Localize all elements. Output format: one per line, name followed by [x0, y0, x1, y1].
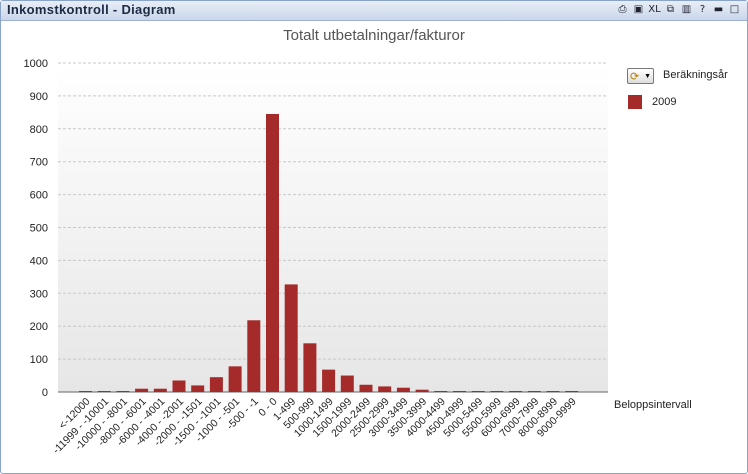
bar [79, 391, 92, 393]
y-tick-label: 500 [30, 223, 48, 235]
bar [490, 391, 504, 393]
bar [228, 366, 242, 392]
copy-icon[interactable]: ⧉ [666, 4, 675, 15]
window-titlebar[interactable]: Inkomstkontroll - Diagram ⎙ ▣ XL ⧉ ▥ ? ▬… [1, 1, 747, 21]
bar [415, 389, 429, 392]
y-tick-label: 1000 [24, 58, 48, 70]
bar [396, 387, 410, 392]
clipboard-icon[interactable]: ▣ [633, 4, 644, 15]
legend-swatch [628, 95, 642, 109]
bar [322, 369, 336, 392]
window-title: Inkomstkontroll - Diagram [7, 2, 176, 17]
chart-title: Totalt utbetalningar/fakturor [283, 27, 465, 44]
bar [509, 391, 523, 393]
bar [153, 388, 167, 392]
bar [266, 113, 279, 393]
y-tick-label: 0 [42, 387, 48, 399]
chevron-down-icon: ▼ [644, 73, 651, 80]
legend-item-label[interactable]: 2009 [652, 96, 677, 108]
bar [434, 391, 448, 393]
excel-icon[interactable]: XL [648, 4, 661, 15]
maximize-icon[interactable]: □ [729, 4, 740, 15]
bar [247, 320, 261, 392]
chart-type-icon[interactable]: ▥ [681, 4, 692, 15]
bar [284, 284, 298, 392]
y-tick-label: 200 [30, 321, 48, 333]
help-icon[interactable]: ? [699, 4, 706, 15]
print-icon[interactable]: ⎙ [618, 4, 627, 15]
legend-title: Beräkningsår [663, 69, 728, 81]
bar [135, 388, 149, 392]
bar [303, 343, 317, 392]
y-tick-label: 300 [30, 288, 48, 300]
y-tick-label: 900 [30, 91, 48, 103]
bar [527, 391, 541, 393]
bar [172, 380, 186, 392]
minimize-icon[interactable]: ▬ [713, 4, 724, 15]
bar [97, 391, 111, 393]
y-tick-label: 700 [30, 157, 48, 169]
bar [359, 384, 373, 392]
bar [378, 386, 392, 392]
bar [340, 375, 354, 392]
bar [471, 391, 485, 393]
bar [453, 391, 466, 393]
bar [546, 391, 560, 393]
bar [191, 385, 205, 392]
window-toolbar: ⎙ ▣ XL ⧉ ▥ ? ▬ □ [616, 3, 741, 16]
x-axis-label: Beloppsintervall [614, 399, 692, 411]
y-tick-label: 600 [30, 190, 48, 202]
y-tick-label: 100 [30, 354, 48, 366]
bar [116, 391, 130, 393]
y-tick-label: 800 [30, 124, 48, 136]
bar [209, 377, 223, 392]
cycle-group-button[interactable]: ⟳ ▼ [627, 68, 654, 84]
y-tick-label: 400 [30, 255, 48, 267]
bar [565, 391, 579, 393]
cycle-group-icon: ⟳ [630, 71, 640, 83]
